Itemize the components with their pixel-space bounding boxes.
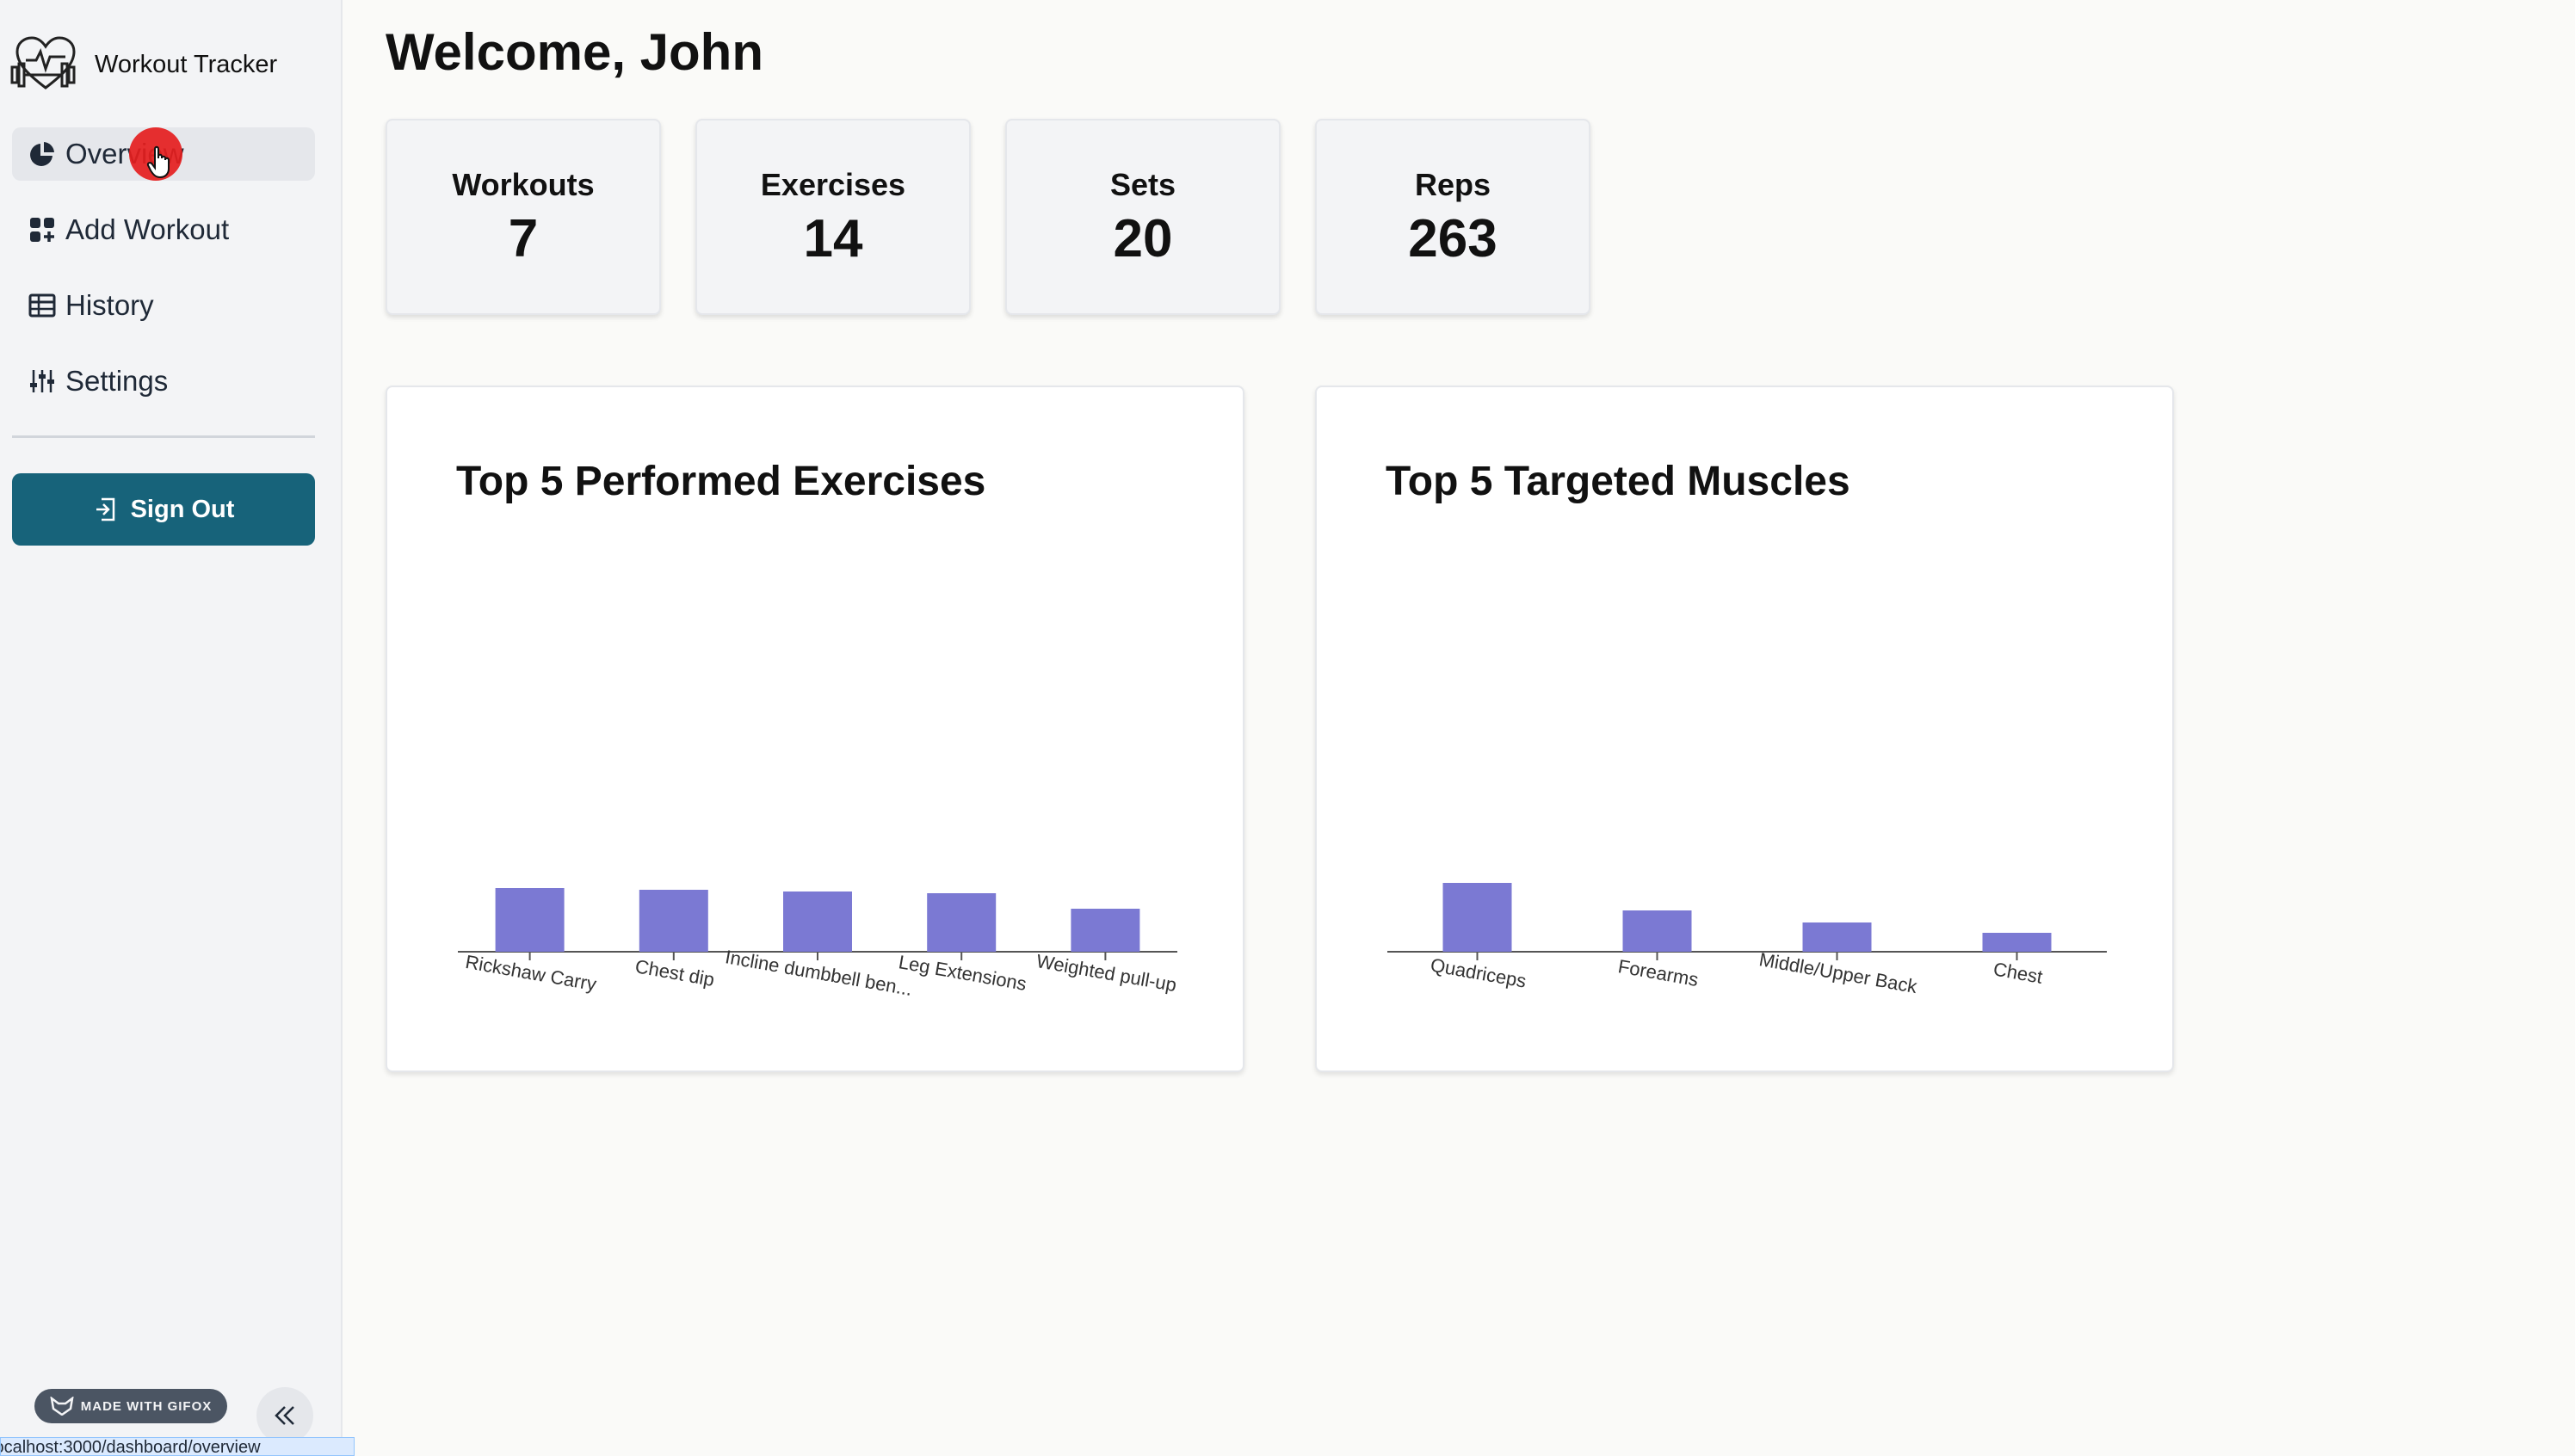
table-icon	[28, 291, 57, 320]
stat-label: Exercises	[760, 167, 906, 202]
stat-value: 14	[803, 209, 863, 268]
sidebar-item-history[interactable]: History	[12, 279, 315, 332]
sidebar-divider	[12, 435, 315, 438]
chart-card-muscles: Top 5 Targeted Muscles Quadriceps Forearm…	[1315, 386, 2174, 1072]
stat-card-sets: Sets 20	[1005, 119, 1281, 315]
stat-card-workouts: Workouts 7	[386, 119, 661, 315]
status-url-bar: localhost:3000/dashboard/overview	[0, 1437, 355, 1456]
stat-value: 20	[1113, 209, 1173, 268]
sign-out-button[interactable]: Sign Out	[12, 473, 315, 546]
sidebar-item-settings[interactable]: Settings	[12, 355, 315, 408]
chart-card-exercises: Top 5 Performed Exercises Rickshaw Carry…	[386, 386, 1244, 1072]
bar	[1442, 883, 1512, 952]
heart-dumbbell-logo-icon	[10, 36, 76, 89]
stat-card-reps: Reps 263	[1315, 119, 1590, 315]
page-title: Welcome, John	[386, 23, 763, 81]
app-title: Workout Tracker	[95, 50, 278, 78]
sidebar-item-label: Add Workout	[65, 213, 230, 245]
sign-out-label: Sign Out	[130, 495, 235, 523]
status-url: localhost:3000/dashboard/overview	[0, 1438, 261, 1456]
gifox-badge-label: MADE WITH GIFOX	[80, 1398, 213, 1414]
x-tick-label: Chest	[1991, 958, 2044, 988]
stat-card-exercises: Exercises 14	[695, 119, 971, 315]
bar	[1982, 933, 2052, 952]
bar	[1622, 910, 1692, 952]
chart-title: Top 5 Performed Exercises	[456, 459, 986, 504]
chart-muscles: Quadriceps Forearms Middle/Upper Back Chest	[1387, 883, 2107, 997]
x-tick-label: Forearms	[1616, 955, 1700, 990]
bar	[639, 890, 708, 952]
x-tick-label: Weighted pull-up	[1034, 950, 1178, 996]
pie-chart-icon	[28, 139, 57, 169]
grid-add-icon	[28, 215, 57, 244]
stat-value: 7	[508, 209, 539, 268]
x-tick-label: Quadriceps	[1429, 954, 1528, 992]
x-tick-label: Leg Extensions	[897, 951, 1028, 995]
stat-label: Sets	[1109, 167, 1176, 202]
stat-label: Reps	[1414, 167, 1491, 202]
chart-title: Top 5 Targeted Muscles	[1386, 459, 1850, 504]
stat-value: 263	[1408, 209, 1497, 268]
x-tick-label: Chest dip	[633, 955, 716, 990]
collapse-sidebar-button[interactable]	[256, 1387, 313, 1444]
x-tick-label: Middle/Upper Back	[1757, 948, 1919, 997]
sidebar-item-label: History	[65, 289, 154, 321]
bar	[1071, 909, 1140, 952]
sign-out-icon	[96, 497, 114, 521]
sidebar-item-overview[interactable]: Overview	[12, 127, 315, 181]
bar	[495, 888, 565, 952]
sidebar: Workout Tracker Overview Add Workout His…	[0, 0, 343, 1456]
x-tick-label: Incline dumbbell ben...	[724, 946, 914, 1000]
brand[interactable]: Workout Tracker	[10, 34, 277, 95]
bar	[783, 891, 852, 952]
x-tick-label: Rickshaw Carry	[464, 951, 598, 995]
stat-label: Workouts	[452, 167, 595, 202]
sidebar-nav: Overview Add Workout History Settings	[12, 127, 315, 430]
fox-icon	[50, 1397, 74, 1416]
chevrons-left-icon	[275, 1406, 294, 1425]
bar	[1802, 922, 1872, 952]
gifox-badge: MADE WITH GIFOX	[34, 1389, 227, 1423]
sidebar-item-label: Settings	[65, 365, 169, 397]
chart-exercises: Rickshaw Carry Chest dip Incline dumbbell …	[458, 888, 1178, 1000]
bar	[927, 893, 997, 952]
sidebar-item-add-workout[interactable]: Add Workout	[12, 203, 315, 256]
sidebar-item-label: Overview	[65, 138, 184, 170]
sliders-icon	[28, 367, 57, 396]
